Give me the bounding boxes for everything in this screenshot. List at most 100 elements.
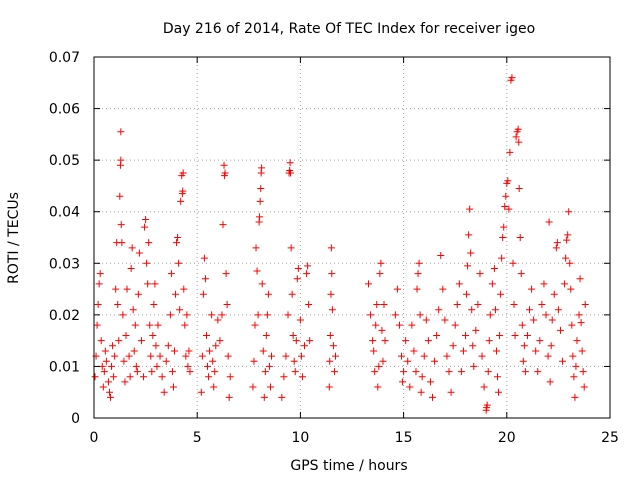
data-point: [254, 311, 262, 319]
x-tick-label: 20: [498, 430, 516, 446]
data-point: [511, 331, 519, 339]
y-axis-label: ROTI / TECUs: [6, 192, 22, 284]
data-point: [292, 337, 300, 345]
data-point: [223, 301, 231, 309]
data-point: [367, 311, 375, 319]
x-tick-label: 0: [90, 430, 99, 446]
data-point: [330, 368, 338, 376]
data-point: [506, 148, 514, 156]
data-point: [222, 270, 230, 278]
data-point: [266, 383, 274, 391]
data-point: [152, 342, 160, 350]
grid-lines: [94, 57, 610, 418]
data-point: [563, 236, 571, 244]
data-point: [547, 342, 555, 350]
data-point: [130, 347, 138, 355]
data-point: [567, 285, 575, 293]
data-point: [179, 169, 187, 177]
data-point: [278, 393, 286, 401]
data-point: [297, 352, 305, 360]
data-point: [212, 342, 220, 350]
data-point: [556, 326, 564, 334]
data-point: [569, 352, 577, 360]
data-point: [298, 373, 306, 381]
data-point: [437, 252, 445, 260]
data-point: [469, 342, 477, 350]
data-point: [406, 383, 414, 391]
data-point: [114, 301, 122, 309]
data-point: [160, 388, 168, 396]
data-point: [573, 337, 581, 345]
data-point: [175, 259, 183, 267]
data-point: [331, 352, 339, 360]
data-point: [304, 262, 312, 270]
data-point: [170, 347, 178, 355]
data-point: [284, 311, 292, 319]
data-point: [117, 128, 125, 136]
x-tick-label: 15: [395, 430, 413, 446]
data-point: [510, 301, 518, 309]
data-point: [264, 290, 272, 298]
data-point: [249, 383, 257, 391]
data-point: [491, 306, 499, 314]
data-point: [132, 362, 140, 370]
data-point: [404, 357, 412, 365]
data-point: [457, 368, 465, 376]
data-point: [117, 156, 125, 164]
data-point: [400, 368, 408, 376]
data-point: [131, 321, 139, 329]
x-tick-label: 5: [193, 430, 202, 446]
data-point: [109, 342, 117, 350]
data-point: [147, 352, 155, 360]
data-point: [156, 352, 164, 360]
data-point: [121, 378, 129, 386]
data-point: [398, 352, 406, 360]
data-point: [464, 262, 472, 270]
data-point: [485, 337, 493, 345]
data-point: [517, 270, 525, 278]
data-point: [201, 275, 209, 283]
data-point: [521, 368, 529, 376]
data-point: [497, 290, 505, 298]
data-point: [393, 285, 401, 293]
data-point: [540, 280, 548, 288]
y-tick-label: 0.01: [49, 359, 80, 375]
data-point: [204, 362, 212, 370]
data-point: [526, 306, 534, 314]
data-point: [413, 285, 421, 293]
data-point: [95, 280, 103, 288]
data-point: [177, 197, 185, 205]
data-point: [261, 368, 269, 376]
data-point: [287, 244, 295, 252]
data-point: [544, 352, 552, 360]
data-point: [459, 347, 467, 355]
data-point: [303, 270, 311, 278]
data-point: [166, 311, 174, 319]
data-point: [198, 352, 206, 360]
data-point: [474, 301, 482, 309]
data-point: [293, 275, 301, 283]
y-tick-label: 0: [71, 411, 80, 427]
data-point: [199, 290, 207, 298]
data-point: [173, 239, 181, 247]
data-point: [553, 239, 561, 247]
data-point: [378, 326, 386, 334]
data-point: [257, 185, 265, 193]
data-point: [122, 331, 130, 339]
data-point: [520, 342, 528, 350]
data-point: [472, 326, 480, 334]
axis-ticks: 0 5 10 15 20 25 0 0.01 0.02 0.03 0.04 0.05 0.06 0.07: [49, 50, 619, 446]
data-point: [488, 280, 496, 288]
data-point: [486, 311, 494, 319]
data-point: [462, 331, 470, 339]
data-point: [280, 373, 288, 381]
y-tick-label: 0.03: [49, 256, 80, 272]
data-point: [149, 331, 157, 339]
data-point: [294, 264, 302, 272]
data-point: [581, 301, 589, 309]
y-tick-label: 0.04: [49, 205, 80, 221]
data-point: [528, 285, 536, 293]
data-point: [117, 221, 125, 229]
data-points: [91, 74, 589, 414]
data-point: [414, 270, 422, 278]
